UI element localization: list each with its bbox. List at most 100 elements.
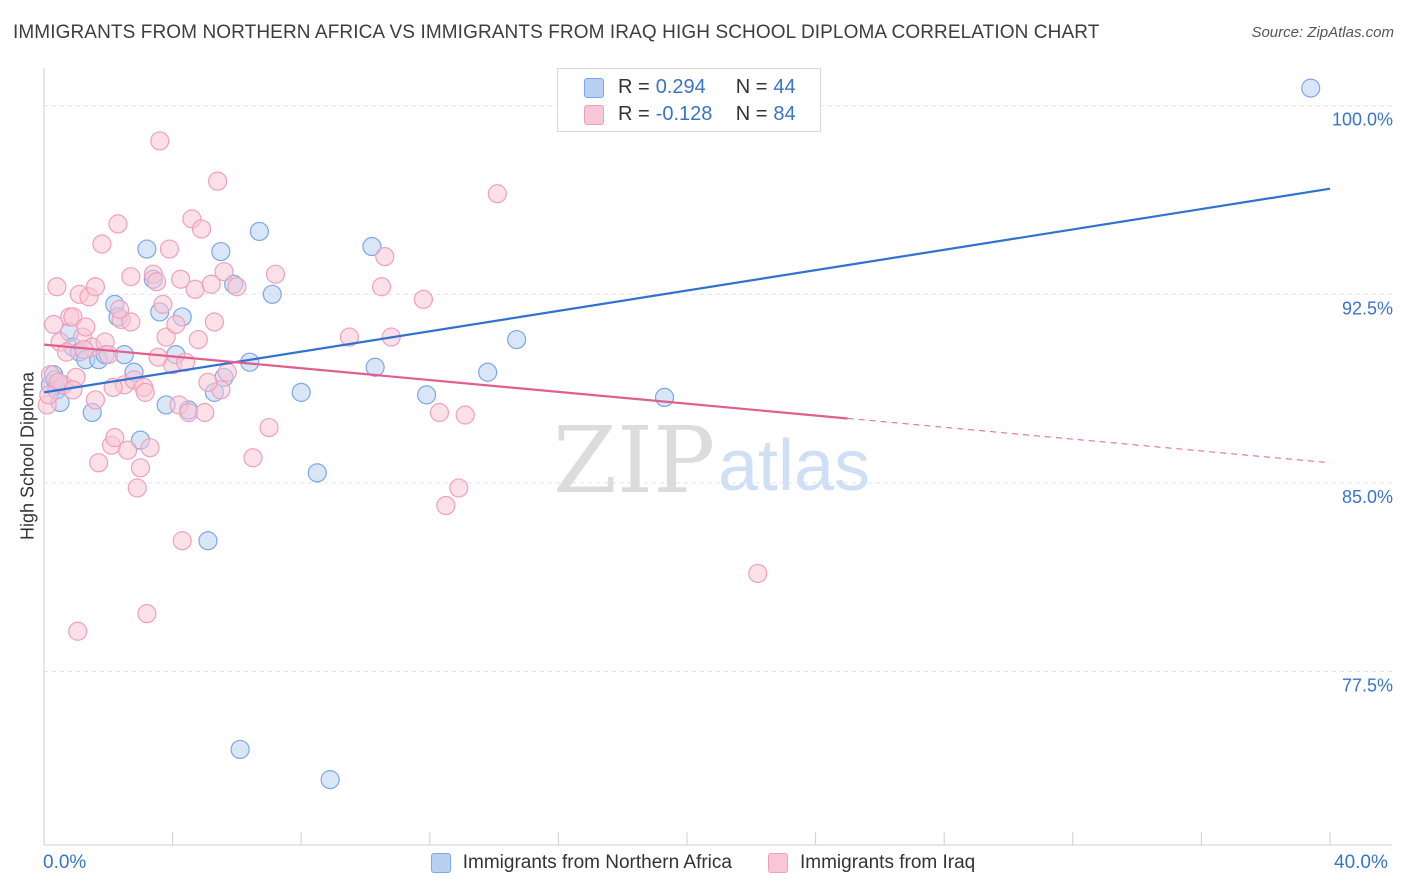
iraq-point bbox=[98, 345, 118, 365]
iraq-point bbox=[243, 448, 263, 468]
y-tick-label: 100.0% bbox=[1332, 110, 1393, 130]
series-legend: Immigrants from Northern Africa Immigran… bbox=[0, 852, 1406, 874]
iraq-point bbox=[413, 289, 433, 309]
northern-africa-point bbox=[320, 770, 340, 790]
iraq-point bbox=[146, 272, 167, 292]
r-value: -0.128 bbox=[655, 103, 713, 125]
northern-africa-point bbox=[307, 463, 327, 483]
northern-africa-point bbox=[1301, 78, 1321, 98]
iraq-point bbox=[44, 314, 64, 335]
iraq-point bbox=[214, 262, 234, 282]
iraq-trend-line-extension bbox=[847, 417, 1331, 464]
n-value: 84 bbox=[773, 103, 796, 125]
northern-africa-point bbox=[365, 357, 385, 377]
legend-label: Immigrants from Northern Africa bbox=[462, 852, 732, 873]
iraq-swatch bbox=[767, 853, 788, 873]
iraq-trend-line bbox=[43, 343, 848, 420]
r-value: 0.294 bbox=[655, 76, 706, 98]
iraq-point bbox=[150, 131, 170, 151]
y-tick-label: 85.0% bbox=[1342, 487, 1393, 507]
iraq-point bbox=[85, 390, 106, 410]
iraq-point bbox=[259, 417, 279, 438]
northern-africa-point bbox=[362, 236, 382, 257]
iraq-point bbox=[429, 402, 450, 423]
northern-africa-point bbox=[478, 362, 498, 382]
northern-africa-swatch bbox=[430, 853, 451, 873]
iraq-point bbox=[68, 621, 88, 641]
iraq-point bbox=[217, 362, 237, 382]
iraq-point bbox=[47, 277, 67, 297]
axes bbox=[43, 68, 1392, 846]
y-axis-label: High School Diploma bbox=[17, 371, 38, 541]
scatter-points bbox=[37, 78, 1321, 790]
northern-africa-point bbox=[211, 241, 231, 262]
iraq-point bbox=[227, 277, 247, 297]
gridlines bbox=[44, 105, 1392, 672]
northern-africa-point bbox=[249, 221, 270, 242]
r-label: R = bbox=[618, 103, 650, 125]
northern-africa-point bbox=[137, 239, 157, 259]
iraq-point bbox=[89, 453, 109, 473]
iraq-point bbox=[449, 478, 469, 498]
source-label: Source: ZipAtlas.com bbox=[1251, 24, 1394, 41]
legend-item-northern-africa[interactable]: Immigrants from Northern Africa bbox=[430, 852, 732, 874]
iraq-point bbox=[371, 277, 392, 297]
iraq-point bbox=[135, 382, 155, 402]
iraq-point bbox=[487, 184, 507, 204]
x-tick-label-max: 40.0% bbox=[1334, 852, 1388, 873]
northern-africa-point bbox=[507, 329, 527, 350]
iraq-point bbox=[127, 478, 147, 498]
northern-africa-point bbox=[262, 284, 282, 304]
iraq-point bbox=[455, 405, 475, 425]
x-tick-label-min: 0.0% bbox=[43, 852, 87, 873]
iraq-point bbox=[137, 604, 157, 624]
trend-lines bbox=[43, 187, 1331, 464]
iraq-point bbox=[121, 267, 141, 287]
iraq-point bbox=[339, 327, 360, 347]
iraq-point bbox=[436, 495, 456, 516]
n-value: 44 bbox=[773, 76, 796, 98]
iraq-point bbox=[39, 385, 59, 405]
iraq-point bbox=[108, 214, 128, 234]
northern-africa-point bbox=[654, 387, 675, 408]
iraq-point bbox=[148, 347, 168, 367]
legend-label: Immigrants from Iraq bbox=[799, 852, 976, 873]
iraq-point bbox=[121, 312, 141, 332]
iraq-point bbox=[188, 329, 208, 350]
iraq-point bbox=[140, 438, 160, 458]
iraq-point bbox=[195, 402, 215, 423]
n-label: N = bbox=[735, 76, 768, 98]
iraq-point bbox=[166, 314, 186, 335]
r-label: R = bbox=[618, 76, 650, 98]
iraq-swatch bbox=[584, 104, 604, 125]
iraq-point bbox=[171, 269, 191, 289]
northern-africa-swatch bbox=[584, 77, 604, 98]
iraq-point bbox=[204, 312, 224, 332]
northern-africa-point bbox=[230, 739, 250, 760]
iraq-point bbox=[85, 277, 106, 297]
iraq-point bbox=[117, 440, 138, 460]
stats-legend-row-iraq: R = -0.128 N = 84 bbox=[584, 103, 796, 126]
y-tick-labels: 77.5% 85.0% 92.5% 100.0% bbox=[1332, 110, 1393, 696]
iraq-point bbox=[198, 372, 218, 392]
iraq-point bbox=[375, 246, 395, 267]
y-tick-label: 77.5% bbox=[1342, 675, 1393, 695]
northern-africa-point bbox=[198, 531, 218, 551]
watermark-zip: ZIP bbox=[553, 407, 715, 514]
iraq-point bbox=[201, 274, 221, 294]
iraq-point bbox=[76, 317, 96, 337]
iraq-point bbox=[109, 299, 130, 319]
iraq-point bbox=[130, 458, 151, 478]
watermark: ZIP atlas bbox=[553, 407, 870, 514]
iraq-point bbox=[748, 563, 768, 584]
legend-item-iraq[interactable]: Immigrants from Iraq bbox=[767, 852, 976, 874]
watermark-atlas: atlas bbox=[718, 426, 870, 506]
chart-title: IMMIGRANTS FROM NORTHERN AFRICA VS IMMIG… bbox=[13, 22, 1100, 43]
iraq-point bbox=[191, 219, 212, 239]
northern-africa-trend-line bbox=[43, 187, 1331, 394]
northern-africa-point bbox=[416, 385, 437, 405]
stats-legend-row-northern-africa: R = 0.294 N = 44 bbox=[584, 76, 796, 99]
n-label: N = bbox=[735, 103, 768, 125]
iraq-point bbox=[159, 239, 179, 259]
